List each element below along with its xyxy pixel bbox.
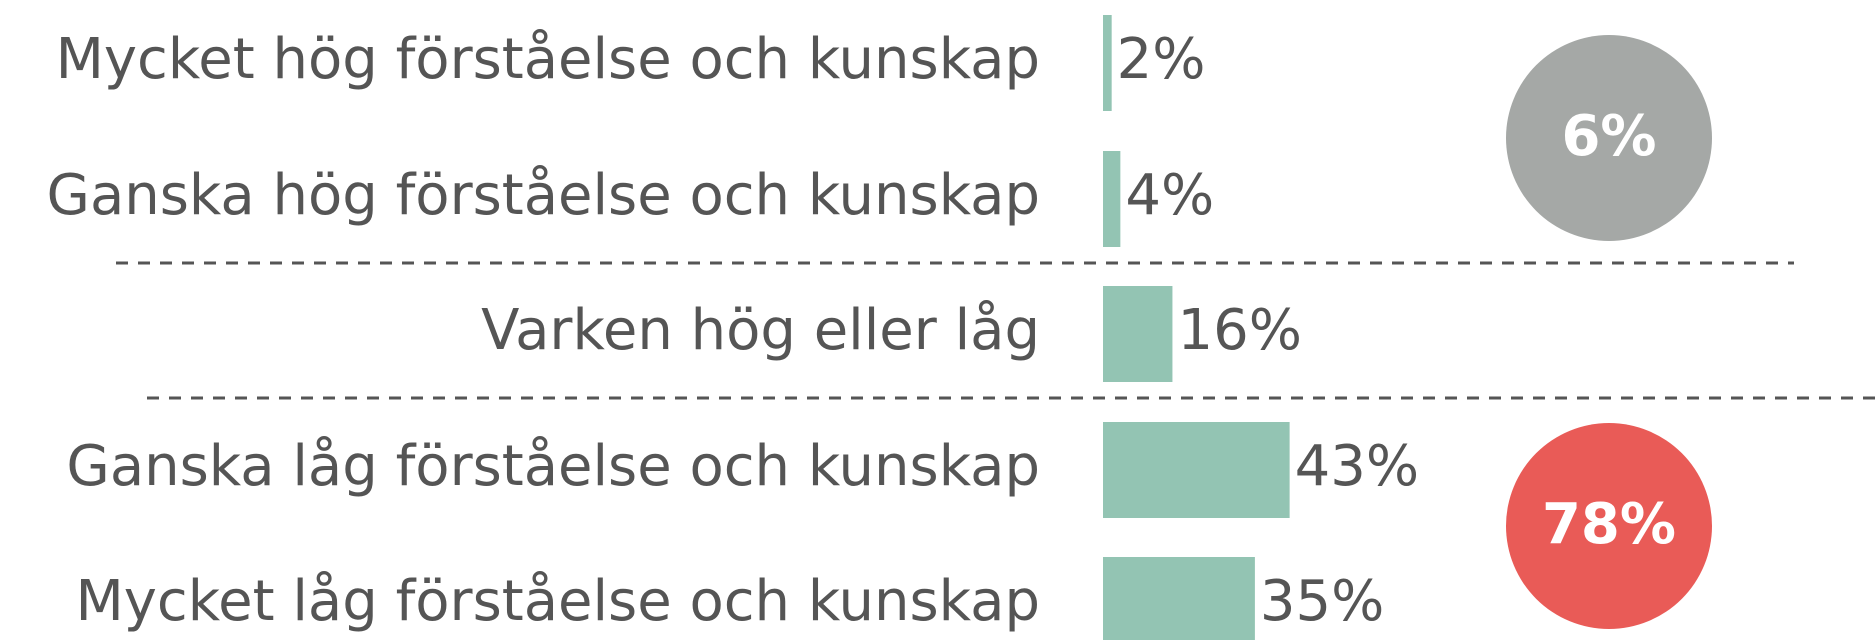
bar [1103, 151, 1121, 247]
value-label: 4% [1125, 163, 1214, 228]
summary-circle [1506, 35, 1712, 241]
bar [1103, 422, 1290, 518]
value-label: 35% [1260, 569, 1384, 634]
summary-label: 78% [1542, 492, 1676, 557]
summary-label: 6% [1561, 104, 1656, 169]
category-label: Ganska hög förståelse och kunskap [47, 163, 1040, 228]
category-label: Ganska låg förståelse och kunskap [66, 434, 1040, 499]
bar [1103, 557, 1255, 640]
summary-circle [1506, 423, 1712, 629]
category-label: Mycket låg förståelse och kunskap [75, 569, 1040, 634]
category-label: Varken hög eller låg [481, 298, 1040, 363]
bar [1103, 15, 1112, 111]
category-label: Mycket hög förståelse och kunskap [56, 27, 1040, 92]
value-label: 43% [1295, 434, 1419, 499]
value-label: 16% [1177, 298, 1301, 363]
bar [1103, 286, 1173, 382]
value-label: 2% [1117, 27, 1206, 92]
